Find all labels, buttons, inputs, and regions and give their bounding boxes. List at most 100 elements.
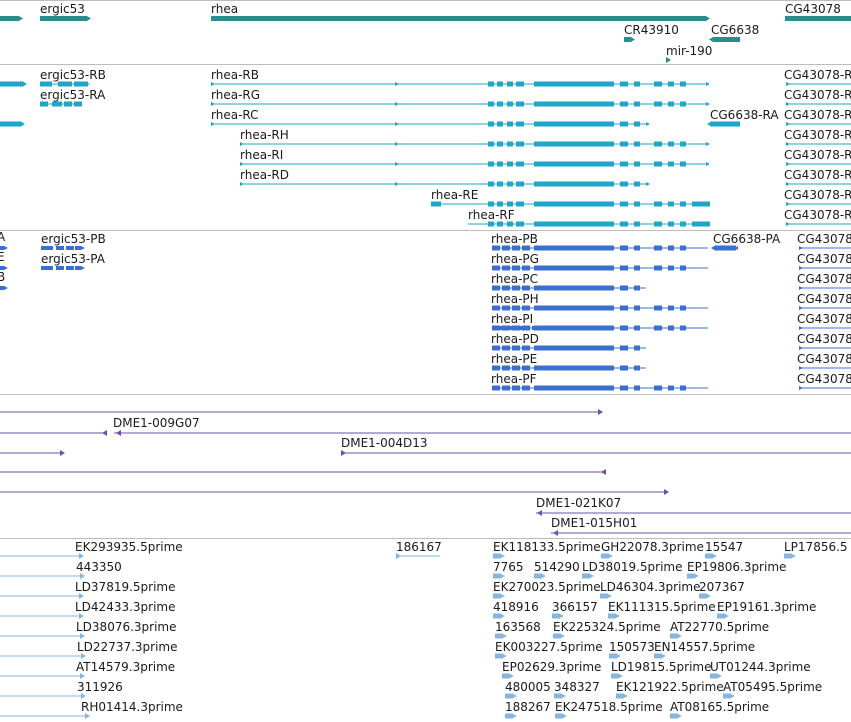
protein-CG43078[interactable]: CG43078: [797, 332, 851, 346]
transcript-rhea[interactable]: rhea-RB: [211, 68, 259, 82]
protein-ergic53-PA[interactable]: ergic53-PA: [41, 252, 105, 266]
exon-block[interactable]: [497, 161, 503, 167]
clone-DME1-021K07[interactable]: DME1-021K07: [536, 496, 622, 510]
protein-rhea[interactable]: rhea-PB: [491, 232, 538, 246]
exon-block[interactable]: [40, 81, 52, 87]
est-label[interactable]: LD46304.3prime: [600, 580, 701, 594]
exon-block[interactable]: [680, 201, 686, 207]
exon-block[interactable]: [502, 385, 510, 391]
protein-rhea[interactable]: rhea-PF: [491, 372, 537, 386]
exon-block[interactable]: [634, 181, 640, 187]
exon-block[interactable]: [634, 345, 640, 351]
transcript-CG43078[interactable]: CG43078-R: [784, 68, 851, 82]
exon-block[interactable]: [668, 81, 674, 87]
exon-block[interactable]: [488, 101, 494, 107]
exon-block[interactable]: [784, 553, 792, 559]
exon-block[interactable]: [488, 181, 494, 187]
exon-block[interactable]: [516, 326, 522, 330]
exon-block[interactable]: [493, 613, 501, 619]
exon-block[interactable]: [502, 305, 510, 311]
protein-rhea[interactable]: rhea-PE: [491, 352, 538, 366]
est-label[interactable]: LD22737.3prime: [77, 640, 178, 654]
exon-block[interactable]: [534, 161, 614, 167]
exon-block[interactable]: [634, 285, 640, 291]
exon-block[interactable]: [497, 101, 503, 107]
exon-block[interactable]: [534, 81, 614, 87]
exon-block[interactable]: [534, 325, 614, 331]
exon-block[interactable]: [620, 201, 628, 207]
est-label[interactable]: EP19806.3prime: [687, 560, 787, 574]
exon-block[interactable]: [488, 221, 494, 227]
transcript-CG43078[interactable]: CG43078-R: [784, 188, 851, 202]
exon-block[interactable]: [620, 101, 628, 107]
exon-block[interactable]: [497, 81, 503, 87]
exon-block[interactable]: [620, 161, 628, 167]
exon-block[interactable]: [712, 121, 740, 127]
clone-DME1-015H01[interactable]: DME1-015H01: [551, 516, 638, 530]
exon-block[interactable]: [493, 573, 501, 579]
exon-block[interactable]: [634, 365, 640, 371]
exon-block[interactable]: [492, 345, 500, 351]
protein-rhea[interactable]: rhea-PH: [491, 292, 539, 306]
protein-CG43078[interactable]: CG43078: [797, 292, 851, 306]
transcript-rhea[interactable]: rhea-RH: [240, 128, 289, 142]
exon-block[interactable]: [534, 345, 614, 351]
est-label[interactable]: 7765: [493, 560, 524, 574]
est-label[interactable]: EK111315.5prime: [608, 600, 716, 614]
exon-block[interactable]: [634, 141, 640, 147]
exon-block[interactable]: [507, 161, 513, 167]
protein-CG43078[interactable]: CG43078: [797, 352, 851, 366]
exon-block[interactable]: [554, 693, 562, 699]
exon-block[interactable]: [522, 285, 530, 291]
exon-block[interactable]: [505, 693, 513, 699]
exon-block[interactable]: [620, 345, 628, 351]
exon-block[interactable]: [716, 245, 736, 251]
exon-block[interactable]: [620, 265, 628, 271]
exon-block[interactable]: [699, 593, 707, 599]
exon-block[interactable]: [654, 325, 662, 331]
exon-block[interactable]: [507, 181, 513, 187]
exon-block[interactable]: [654, 221, 662, 227]
exon-block[interactable]: [0, 121, 20, 127]
protein-edge-label[interactable]: A: [0, 230, 6, 244]
exon-block[interactable]: [495, 633, 503, 639]
exon-block[interactable]: [620, 365, 628, 371]
exon-block[interactable]: [555, 713, 563, 719]
exon-block[interactable]: [620, 325, 628, 331]
exon-block[interactable]: [654, 653, 662, 659]
est-label[interactable]: AT08165.5prime: [670, 700, 770, 714]
exon-block[interactable]: [488, 81, 494, 87]
est-label[interactable]: AT14579.3prime: [76, 660, 176, 674]
exon-block[interactable]: [620, 221, 628, 227]
exon-block[interactable]: [522, 345, 530, 351]
exon-block[interactable]: [620, 181, 628, 187]
exon-block[interactable]: [534, 365, 614, 371]
gene-CR43910[interactable]: CR43910: [624, 23, 679, 37]
est-label[interactable]: 207367: [699, 580, 745, 594]
exon-block[interactable]: [534, 385, 614, 391]
exon-block[interactable]: [534, 121, 614, 127]
est-label[interactable]: 150573: [609, 640, 655, 654]
exon-block[interactable]: [620, 245, 628, 251]
exon-block[interactable]: [534, 141, 614, 147]
exon-block[interactable]: [497, 201, 503, 207]
est-label[interactable]: EK121922.5prime: [616, 680, 724, 694]
exon-block[interactable]: [41, 246, 53, 250]
exon-block[interactable]: [654, 265, 662, 271]
gene-body[interactable]: [714, 37, 740, 42]
exon-block[interactable]: [668, 245, 674, 251]
exon-block[interactable]: [508, 326, 514, 330]
exon-block[interactable]: [488, 141, 494, 147]
exon-block[interactable]: [654, 101, 662, 107]
exon-block[interactable]: [634, 221, 640, 227]
exon-block[interactable]: [680, 161, 686, 167]
exon-block[interactable]: [497, 121, 503, 127]
exon-block[interactable]: [534, 101, 614, 107]
exon-block[interactable]: [692, 201, 710, 207]
exon-block[interactable]: [502, 265, 510, 271]
exon-block[interactable]: [668, 201, 674, 207]
exon-block[interactable]: [634, 81, 640, 87]
exon-block[interactable]: [634, 101, 640, 107]
exon-block[interactable]: [522, 245, 530, 251]
transcript-rhea[interactable]: rhea-RC: [211, 108, 259, 122]
